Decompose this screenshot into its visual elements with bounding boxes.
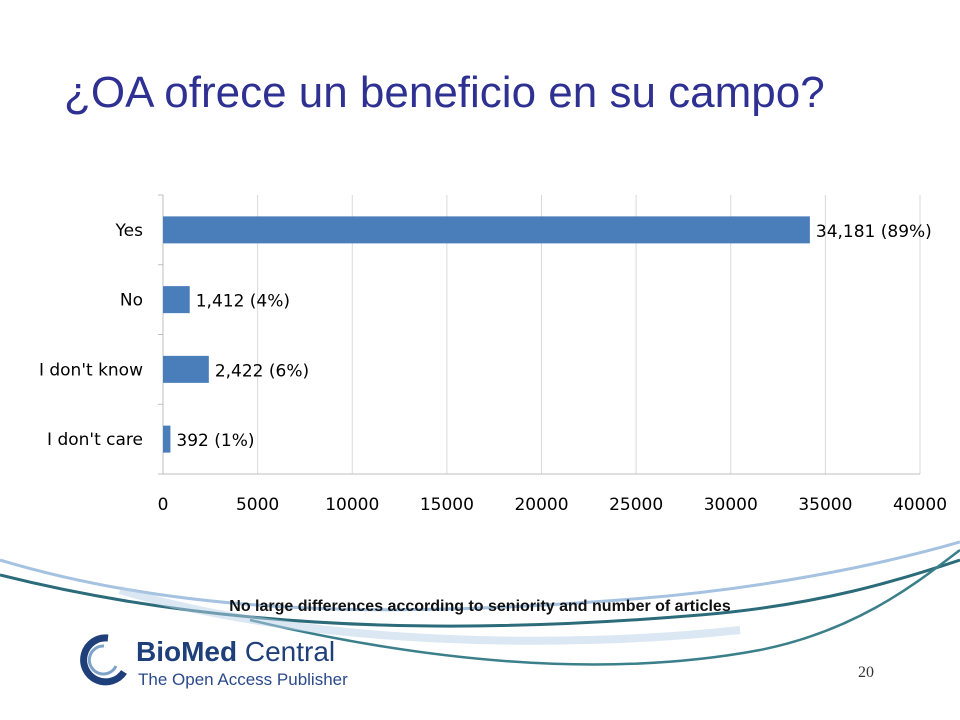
x-tick-label: 5000	[236, 495, 279, 515]
x-tick-label: 30000	[704, 495, 758, 515]
logo-wordmark: BioMed Central	[136, 636, 335, 668]
biomed-central-logo: BioMed Central The Open Access Publisher	[78, 632, 368, 692]
category-label: I don't care	[47, 430, 143, 450]
x-tick-label: 40000	[893, 495, 947, 515]
x-tick-label: 15000	[420, 495, 474, 515]
bar	[163, 216, 810, 244]
logo-name-bold: BioMed	[136, 636, 238, 667]
footnote: No large differences according to senior…	[229, 598, 731, 615]
slide-title: ¿OA ofrece un beneficio en su campo?	[64, 68, 825, 117]
logo-tagline: The Open Access Publisher	[138, 670, 348, 689]
data-label: 34,181 (89%)	[816, 222, 932, 242]
category-label: Yes	[115, 221, 144, 241]
data-label: 1,412 (4%)	[196, 292, 290, 312]
x-tick-label: 25000	[609, 495, 663, 515]
bar	[163, 355, 209, 383]
decorative-swoosh	[0, 540, 960, 666]
category-label: No	[120, 291, 143, 311]
page-number: 20	[858, 664, 874, 681]
logo-name-regular: Central	[237, 636, 336, 667]
category-label: I don't know	[39, 360, 143, 380]
x-tick-label: 20000	[514, 495, 568, 515]
bar-chart: 0 5000 10000 15000 20000 25000 30000 35000 40000…	[39, 194, 947, 515]
biomed-logo-icon	[80, 634, 127, 686]
bar	[163, 425, 171, 453]
bar	[163, 286, 190, 314]
data-label: 392 (1%)	[176, 431, 254, 451]
x-tick-label: 35000	[798, 495, 852, 515]
data-label: 2,422 (6%)	[215, 361, 309, 381]
x-tick-label: 0	[158, 495, 169, 515]
x-tick-label: 10000	[325, 495, 379, 515]
